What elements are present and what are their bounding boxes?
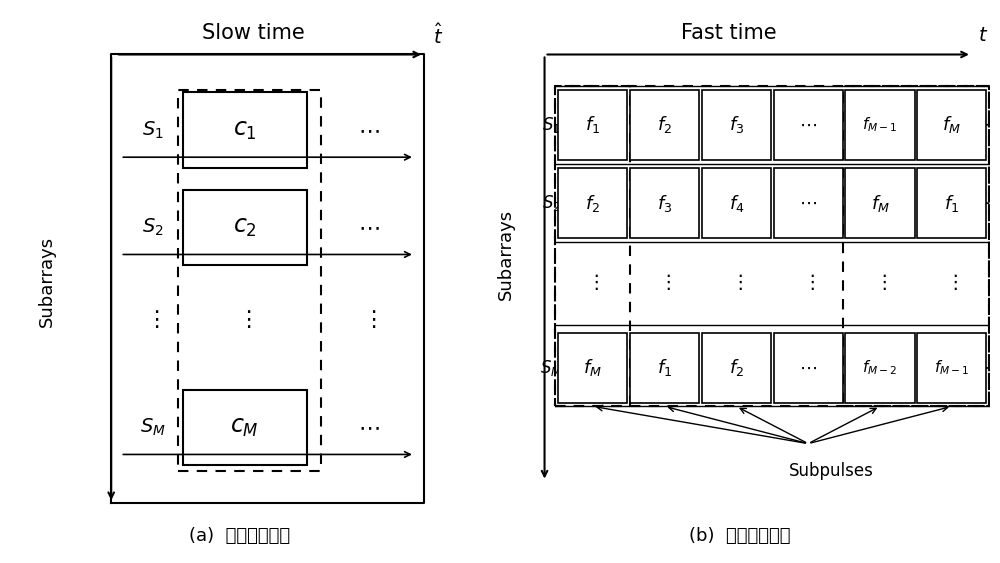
Text: $\hat{t}$: $\hat{t}$ [433,23,443,48]
Text: $\cdots$: $\cdots$ [358,120,380,140]
Text: $f_{M-2}$: $f_{M-2}$ [862,359,898,377]
Bar [702,168,771,238]
Text: $S_M$: $S_M$ [540,358,562,378]
Text: $S_M$: $S_M$ [140,417,165,438]
Text: Subpulses: Subpulses [788,462,873,480]
Text: $\cdots$: $\cdots$ [799,116,817,134]
Text: $f_M$: $f_M$ [583,358,602,378]
Text: Slow time: Slow time [202,23,305,43]
Text: $f_4$: $f_4$ [729,193,744,213]
Bar [558,168,627,238]
Text: $f_M$: $f_M$ [942,114,961,135]
Text: (b)  频分正交信号: (b) 频分正交信号 [689,526,791,544]
Text: $\vdots$: $\vdots$ [730,271,743,292]
Text: $S_2$: $S_2$ [542,193,561,213]
Text: Fast time: Fast time [681,23,777,43]
Text: $f_M$: $f_M$ [871,193,889,213]
Bar [774,333,843,403]
Bar [183,190,307,265]
Text: $f_1$: $f_1$ [944,193,959,213]
Text: Subarrays: Subarrays [38,236,56,327]
Text: $f_2$: $f_2$ [585,193,600,213]
Text: $\vdots$: $\vdots$ [586,271,599,292]
Bar [630,168,699,238]
Text: $\cdots$: $\cdots$ [358,417,380,437]
Bar [183,390,307,465]
Bar [917,90,986,160]
Text: $\cdots$: $\cdots$ [799,194,817,212]
Text: $S_1$: $S_1$ [542,115,561,135]
Bar [774,168,843,238]
Text: $f_3$: $f_3$ [657,193,672,213]
Text: $\vdots$: $\vdots$ [874,271,886,292]
Bar [917,168,986,238]
Bar [845,333,915,403]
Text: $f_{M-1}$: $f_{M-1}$ [934,359,970,377]
Text: $\cdots$: $\cdots$ [358,217,380,238]
Text: $\vdots$: $\vdots$ [658,271,671,292]
Text: $\vdots$: $\vdots$ [802,271,815,292]
Text: $\cdots$: $\cdots$ [799,359,817,377]
Text: $\vdots$: $\vdots$ [362,309,376,330]
Text: (a)  码分正交信号: (a) 码分正交信号 [189,526,291,544]
Bar [630,333,699,403]
Bar [845,90,915,160]
Text: $t$: $t$ [978,26,988,45]
Text: $c_M$: $c_M$ [230,415,259,440]
Bar [702,90,771,160]
Bar [183,92,307,168]
Bar [845,168,915,238]
Text: $S_1$: $S_1$ [142,119,163,141]
Bar [774,90,843,160]
Text: $f_3$: $f_3$ [729,114,744,135]
Bar [702,333,771,403]
Text: $c_2$: $c_2$ [233,216,257,239]
Text: $f_1$: $f_1$ [657,358,672,378]
Text: $f_2$: $f_2$ [657,114,672,135]
Text: $f_2$: $f_2$ [729,358,744,378]
Text: $c_1$: $c_1$ [233,118,257,142]
Text: $S_2$: $S_2$ [142,217,163,238]
Text: $\vdots$: $\vdots$ [145,309,160,330]
Text: $f_1$: $f_1$ [585,114,600,135]
Bar [917,333,986,403]
Bar [558,90,627,160]
Bar [630,90,699,160]
Text: Subarrays: Subarrays [497,209,515,300]
Text: $\vdots$: $\vdots$ [237,309,252,330]
Text: $\vdots$: $\vdots$ [945,271,958,292]
Text: $f_{M-1}$: $f_{M-1}$ [862,115,898,134]
Bar [558,333,627,403]
